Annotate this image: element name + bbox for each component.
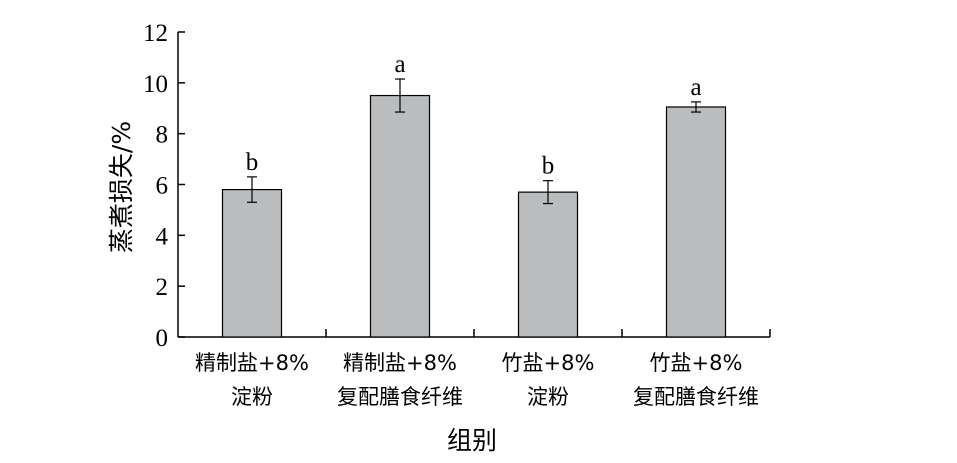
bar: [221, 188, 283, 338]
y-tick-label: 12: [143, 20, 168, 47]
bar: [517, 191, 579, 338]
error-bar: [395, 78, 405, 113]
significance-label: a: [690, 74, 701, 101]
error-bars: [247, 78, 701, 205]
y-tick-label: 4: [156, 223, 169, 250]
error-bar: [543, 180, 553, 205]
y-tick-label: 2: [156, 274, 169, 301]
x-axis-label: 组别: [447, 426, 497, 455]
error-bar: [691, 101, 701, 113]
x-tick-label: 淀粉: [231, 385, 273, 409]
y-tick-label: 0: [156, 325, 169, 352]
significance-label: b: [542, 153, 555, 180]
x-tick-label: 复配膳食纤维: [633, 385, 759, 409]
x-tick-label: 精制盐+8%: [343, 351, 457, 375]
significance-label: a: [394, 51, 405, 78]
x-tick-label: 竹盐+8%: [650, 351, 743, 375]
y-axis: 0 2 4 6 8 10 12: [143, 20, 185, 352]
bar: [369, 94, 431, 338]
x-tick-label: 精制盐+8%: [195, 351, 309, 375]
x-tick-label: 淀粉: [527, 385, 569, 409]
x-tick-label: 复配膳食纤维: [337, 385, 463, 409]
y-ticks: 0 2 4 6 8 10 12: [143, 20, 185, 352]
error-bar: [247, 176, 257, 203]
x-tick-label: 竹盐+8%: [502, 351, 595, 375]
y-tick-label: 10: [143, 71, 168, 98]
significance-label: b: [246, 149, 259, 176]
bar: [665, 106, 727, 338]
y-axis-label: 蒸煮损失/%: [107, 121, 136, 253]
significance-labels: b a b a: [246, 51, 702, 180]
bars: [221, 94, 727, 338]
y-tick-label: 8: [156, 122, 169, 149]
x-ticks: [325, 329, 771, 337]
y-tick-label: 6: [156, 173, 169, 200]
